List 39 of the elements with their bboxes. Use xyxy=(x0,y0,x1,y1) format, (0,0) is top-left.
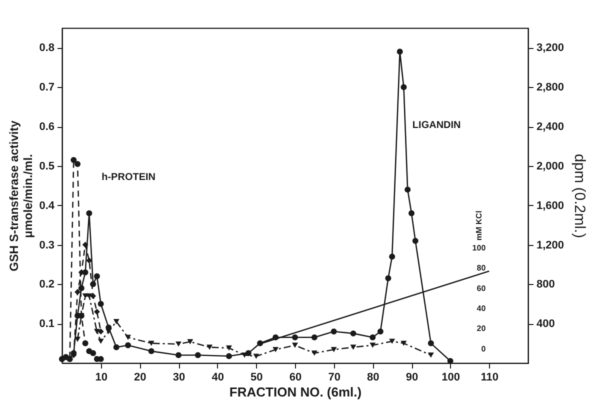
y2-tick-label: 2,800 xyxy=(536,82,564,94)
y-tick-label: 0.5 xyxy=(39,160,54,172)
y3-axis-title: mM KCl xyxy=(474,210,484,240)
y-tick-label: 0.7 xyxy=(39,82,54,94)
y-tick-label: 0.8 xyxy=(39,42,54,54)
y-tick-label: 0.4 xyxy=(39,200,56,212)
x-tick-label: 10 xyxy=(95,372,108,384)
y-tick-label: 0.2 xyxy=(39,278,54,291)
y2-axis-title: dpm (0.2ml.) xyxy=(571,154,588,238)
y2-tick-label: 1,600 xyxy=(536,200,564,212)
x-tick-label: 50 xyxy=(250,372,263,384)
y3-tick-label: 80 xyxy=(476,264,486,273)
y-axis-title: GSH S-transferase activity μmole/min./ml. xyxy=(7,120,36,272)
y2-tick-label: 2,400 xyxy=(536,121,564,134)
annotation: h-PROTEIN xyxy=(102,172,156,184)
x-tick-label: 90 xyxy=(406,372,418,384)
x-tick-label: 60 xyxy=(289,372,302,384)
x-tick-label: 110 xyxy=(480,372,499,384)
y-tick-label: 0.6 xyxy=(39,121,54,134)
y-tick-label: 0.3 xyxy=(39,239,54,252)
y3-tick-label: 20 xyxy=(476,324,486,334)
x-tick-label: 80 xyxy=(367,372,380,384)
x-tick-label: 70 xyxy=(328,372,340,384)
x-tick-label: 40 xyxy=(212,372,224,384)
x-axis-title: FRACTION NO. (6ml.) xyxy=(229,384,362,400)
y2-tick-label: 800 xyxy=(536,278,555,291)
y3-tick-label: 0 xyxy=(481,344,486,354)
y3-tick-label: 100 xyxy=(472,243,486,252)
y3-tick-label: 60 xyxy=(476,284,486,293)
annotation: LIGANDIN xyxy=(412,120,461,132)
y2-tick-label: 3,200 xyxy=(536,42,564,54)
y3-tick-label: 40 xyxy=(476,304,486,314)
y2-tick-label: 1,200 xyxy=(536,239,564,252)
y2-tick-label: 2,000 xyxy=(536,160,564,172)
x-tick-label: 100 xyxy=(442,372,460,384)
y-tick-label: 0.1 xyxy=(39,318,54,330)
x-tick-label: 30 xyxy=(172,372,186,384)
x-tick-label: 20 xyxy=(134,372,146,384)
y2-tick-label: 400 xyxy=(536,318,555,330)
